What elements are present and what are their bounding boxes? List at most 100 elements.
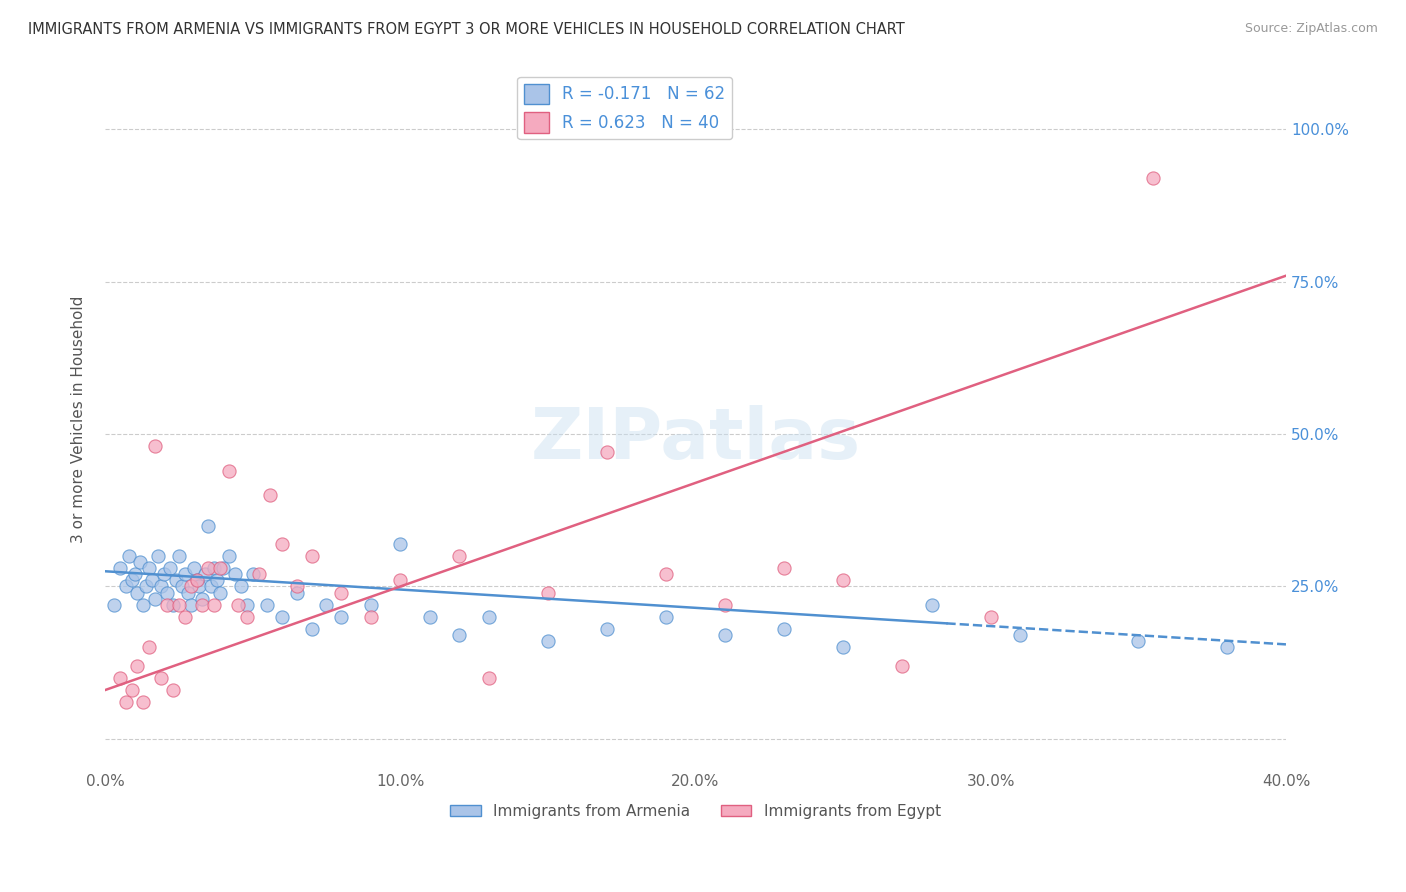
Point xyxy=(108,561,131,575)
Point xyxy=(180,580,202,594)
Point xyxy=(114,580,136,594)
Point xyxy=(478,671,501,685)
Point xyxy=(1142,171,1164,186)
Point xyxy=(537,585,560,599)
Point xyxy=(285,585,308,599)
Point xyxy=(247,567,270,582)
Point xyxy=(271,610,294,624)
Point xyxy=(150,580,173,594)
Point xyxy=(229,580,252,594)
Point xyxy=(330,610,353,624)
Point xyxy=(191,591,214,606)
Point xyxy=(202,598,225,612)
Point xyxy=(197,561,219,575)
Point xyxy=(285,580,308,594)
Point xyxy=(714,628,737,642)
Point xyxy=(162,683,184,698)
Point xyxy=(419,610,441,624)
Point xyxy=(200,580,222,594)
Point xyxy=(180,598,202,612)
Point xyxy=(301,622,323,636)
Point xyxy=(165,574,187,588)
Point xyxy=(235,610,257,624)
Point xyxy=(114,695,136,709)
Point xyxy=(156,598,179,612)
Point xyxy=(188,580,211,594)
Point xyxy=(176,585,198,599)
Point xyxy=(449,549,471,563)
Point xyxy=(330,585,353,599)
Point xyxy=(197,518,219,533)
Point xyxy=(194,567,217,582)
Point xyxy=(143,591,166,606)
Point xyxy=(224,567,246,582)
Point xyxy=(186,574,208,588)
Point xyxy=(124,567,146,582)
Text: IMMIGRANTS FROM ARMENIA VS IMMIGRANTS FROM EGYPT 3 OR MORE VEHICLES IN HOUSEHOLD: IMMIGRANTS FROM ARMENIA VS IMMIGRANTS FR… xyxy=(28,22,905,37)
Point xyxy=(921,598,943,612)
Point xyxy=(162,598,184,612)
Point xyxy=(103,598,125,612)
Point xyxy=(191,598,214,612)
Point xyxy=(832,574,855,588)
Point xyxy=(170,580,193,594)
Point xyxy=(138,640,160,655)
Point xyxy=(209,561,232,575)
Legend: Immigrants from Armenia, Immigrants from Egypt: Immigrants from Armenia, Immigrants from… xyxy=(444,797,946,825)
Point xyxy=(256,598,278,612)
Point xyxy=(121,574,143,588)
Point xyxy=(141,574,163,588)
Point xyxy=(714,598,737,612)
Point xyxy=(1216,640,1239,655)
Point xyxy=(1010,628,1032,642)
Point xyxy=(891,658,914,673)
Point xyxy=(449,628,471,642)
Point xyxy=(138,561,160,575)
Point xyxy=(596,445,619,459)
Point xyxy=(773,561,796,575)
Point xyxy=(360,610,382,624)
Point xyxy=(135,580,157,594)
Point xyxy=(259,488,281,502)
Point xyxy=(218,464,240,478)
Point xyxy=(132,695,155,709)
Point xyxy=(150,671,173,685)
Point xyxy=(159,561,181,575)
Text: ZIPatlas: ZIPatlas xyxy=(530,406,860,475)
Point xyxy=(212,561,235,575)
Point xyxy=(167,598,190,612)
Point xyxy=(121,683,143,698)
Point xyxy=(183,561,205,575)
Point xyxy=(156,585,179,599)
Point xyxy=(832,640,855,655)
Point xyxy=(153,567,176,582)
Point xyxy=(537,634,560,648)
Point xyxy=(596,622,619,636)
Point xyxy=(186,574,208,588)
Point xyxy=(301,549,323,563)
Point xyxy=(360,598,382,612)
Point xyxy=(478,610,501,624)
Point xyxy=(167,549,190,563)
Point xyxy=(146,549,169,563)
Point xyxy=(235,598,257,612)
Point xyxy=(117,549,139,563)
Point xyxy=(315,598,337,612)
Point xyxy=(143,439,166,453)
Point xyxy=(132,598,155,612)
Point xyxy=(389,574,412,588)
Point xyxy=(205,574,228,588)
Point xyxy=(655,567,678,582)
Point xyxy=(226,598,249,612)
Point xyxy=(108,671,131,685)
Point xyxy=(209,585,232,599)
Point xyxy=(980,610,1002,624)
Point xyxy=(655,610,678,624)
Point xyxy=(127,585,149,599)
Text: Source: ZipAtlas.com: Source: ZipAtlas.com xyxy=(1244,22,1378,36)
Point xyxy=(1128,634,1150,648)
Y-axis label: 3 or more Vehicles in Household: 3 or more Vehicles in Household xyxy=(72,295,86,542)
Point xyxy=(242,567,264,582)
Point xyxy=(127,658,149,673)
Point xyxy=(173,567,195,582)
